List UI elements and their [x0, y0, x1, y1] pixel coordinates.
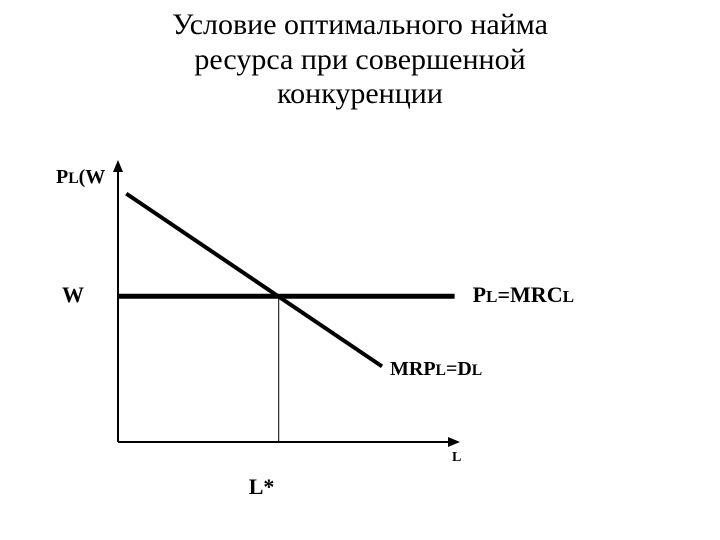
demand-label-mid: =D — [446, 358, 472, 380]
demand-line-label: MRPL=DL — [390, 358, 482, 381]
chart-svg — [100, 160, 460, 460]
page-title: Условие оптимального найма ресурса при с… — [0, 8, 720, 112]
supply-label-mid: =MRC — [498, 282, 563, 307]
demand-label-mrp: MRP — [390, 358, 436, 380]
demand-label-l2: L — [472, 362, 482, 379]
demand-label-l1: L — [436, 362, 446, 379]
y-axis-label: PL(W — [56, 166, 105, 189]
supply-label-l2: L — [563, 287, 574, 306]
supply-label-p: P — [473, 282, 486, 307]
lstar-label-text: L* — [249, 474, 275, 499]
lstar-label: L* — [249, 474, 275, 500]
x-axis-label: L — [452, 450, 461, 466]
y-axis-label-tail: (W — [79, 166, 106, 188]
optimal-hire-chart — [100, 160, 460, 460]
supply-line-label: PL=MRCL — [473, 282, 574, 308]
w-label: W — [62, 282, 84, 308]
x-axis-label-text: L — [452, 450, 461, 465]
y-axis-label-l: L — [68, 170, 78, 187]
y-axis-label-p: P — [56, 166, 68, 188]
supply-label-l1: L — [486, 287, 497, 306]
w-label-text: W — [62, 282, 84, 307]
